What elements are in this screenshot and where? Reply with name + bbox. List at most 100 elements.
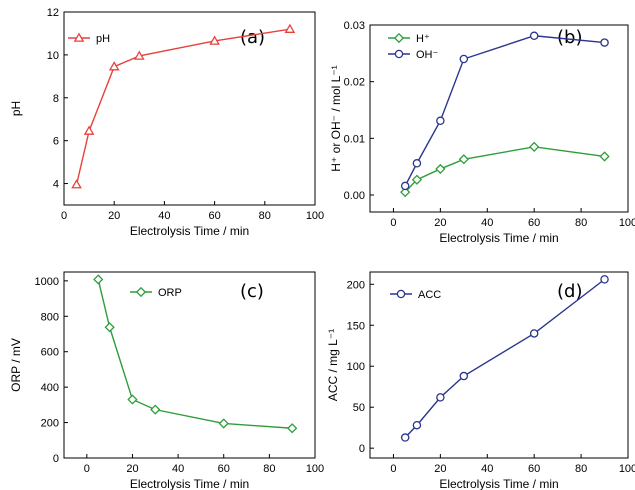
x-tick-label: 20: [108, 210, 120, 222]
panel-label: (b): [557, 27, 582, 48]
x-tick-label: 100: [306, 210, 324, 222]
data-point: [600, 275, 609, 284]
series-line-b-0: [404, 146, 605, 193]
panel-label: (c): [240, 281, 264, 302]
chart-panel-a: 0 20 40 60 80 100 4 6 8 10 12 Electrolysis Time / m…: [9, 7, 324, 238]
data-point: [459, 371, 469, 381]
y-axis-label: H⁺ or OH⁻ / mol L⁻¹: [329, 65, 343, 171]
x-tick-label: 40: [481, 463, 493, 475]
y-tick-label: 12: [47, 7, 59, 19]
chart-panel-b: 0 20 40 60 80 100 0.00 0.01 0.02 0.03 Electrolysis…: [329, 20, 635, 245]
plot-frame: [63, 11, 316, 206]
x-tick-label: 80: [259, 210, 271, 222]
data-point: [209, 35, 220, 45]
data-point: [459, 54, 469, 64]
data-point: [411, 174, 423, 185]
data-point: [435, 163, 446, 175]
data-point: [600, 38, 609, 47]
y-tick-label: 150: [347, 320, 365, 332]
x-tick-label: 60: [218, 463, 230, 475]
data-point: [412, 420, 422, 430]
y-tick-label: 200: [347, 279, 365, 291]
data-point: [287, 423, 298, 434]
legend-label: ACC: [418, 289, 441, 301]
data-point: [529, 329, 539, 338]
x-tick-label: 80: [575, 217, 587, 229]
series-line-a-0: [75, 28, 291, 185]
x-tick-label: 60: [208, 210, 220, 222]
data-point: [150, 404, 161, 415]
y-tick-label: 100: [347, 361, 365, 373]
data-point: [529, 141, 540, 152]
y-tick-label: 200: [41, 418, 59, 430]
x-axis-label: Electrolysis Time / min: [439, 231, 558, 245]
y-tick-label: 0: [53, 453, 59, 465]
x-tick-label: 0: [390, 463, 396, 475]
x-tick-label: 0: [61, 210, 67, 222]
x-tick-label: 80: [575, 463, 587, 475]
y-tick-label: 400: [41, 382, 59, 394]
legend-marker: [394, 49, 404, 59]
plot-frame: [63, 271, 316, 459]
legend-label: pH: [96, 33, 110, 45]
chart-panel-d: 0 20 40 60 80 100 0 50 100 150 200 Electrolysis Tim…: [326, 271, 635, 490]
y-tick-label: 1000: [35, 276, 59, 288]
x-axis-label: Electrolysis Time / min: [130, 477, 249, 490]
y-tick-label: 4: [53, 179, 59, 191]
panel-label: (d): [557, 281, 582, 302]
plot-frame: [369, 271, 629, 459]
legend-label: ORP: [158, 287, 182, 299]
data-point: [400, 187, 411, 198]
y-tick-label: 10: [47, 50, 59, 62]
legend-label: H⁺: [416, 33, 430, 45]
x-tick-label: 100: [619, 217, 635, 229]
data-point: [218, 418, 229, 429]
x-tick-label: 80: [263, 463, 275, 475]
data-point: [133, 50, 145, 60]
x-tick-label: 100: [306, 463, 324, 475]
data-point: [83, 125, 95, 135]
x-tick-label: 100: [619, 463, 635, 475]
data-point: [529, 31, 539, 41]
y-tick-label: 600: [41, 347, 59, 359]
plot-frame: [369, 24, 629, 213]
data-point: [599, 151, 610, 162]
y-axis-label: ORP / mV: [9, 338, 23, 392]
data-point: [436, 116, 445, 126]
data-point: [412, 159, 422, 168]
data-point: [104, 322, 115, 333]
data-point: [93, 274, 104, 285]
x-tick-label: 60: [528, 463, 540, 475]
series-line-c-0: [97, 279, 293, 429]
series-line-d-0: [404, 278, 605, 438]
panel-label: (a): [240, 27, 265, 48]
legend-marker: [73, 32, 85, 42]
x-tick-label: 0: [390, 217, 396, 229]
data-point: [284, 23, 296, 33]
x-axis-label: Electrolysis Time / min: [130, 224, 249, 238]
x-tick-label: 40: [481, 217, 493, 229]
data-point: [400, 433, 410, 442]
series-line-b-1: [404, 35, 605, 187]
y-tick-label: 8: [53, 93, 59, 105]
y-tick-label: 50: [353, 402, 365, 414]
legend-marker: [393, 32, 405, 44]
x-tick-label: 0: [84, 463, 90, 475]
x-tick-label: 20: [434, 463, 446, 475]
y-tick-label: 0.00: [344, 190, 365, 202]
data-point: [400, 181, 410, 191]
y-tick-label: 6: [53, 136, 59, 148]
x-axis-label: Electrolysis Time / min: [439, 477, 558, 490]
y-tick-label: 0.01: [344, 133, 365, 145]
y-axis-label: pH: [9, 101, 23, 116]
x-tick-label: 40: [158, 210, 170, 222]
y-tick-label: 0.02: [344, 77, 365, 89]
x-tick-label: 20: [126, 463, 138, 475]
chart-panel-c: 0 20 40 60 80 10002004006008001000Electrolysi…: [9, 271, 324, 490]
legend-label: OH⁻: [416, 49, 439, 61]
x-tick-label: 20: [434, 217, 446, 229]
y-tick-label: 0.03: [344, 20, 365, 32]
data-point: [458, 154, 469, 165]
data-point: [108, 61, 120, 71]
